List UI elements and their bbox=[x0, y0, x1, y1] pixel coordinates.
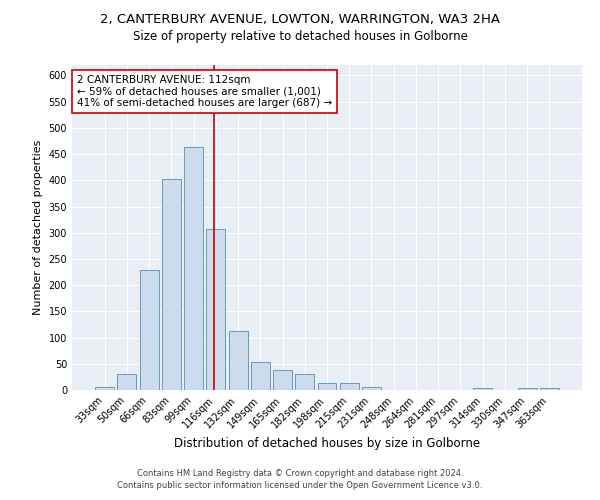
Bar bbox=[518, 388, 536, 390]
Bar bbox=[317, 382, 337, 390]
Bar bbox=[340, 383, 359, 390]
Bar bbox=[295, 374, 314, 390]
Bar bbox=[229, 332, 248, 390]
Text: Contains HM Land Registry data © Crown copyright and database right 2024.: Contains HM Land Registry data © Crown c… bbox=[137, 468, 463, 477]
Bar bbox=[162, 179, 181, 390]
Bar bbox=[473, 388, 492, 390]
X-axis label: Distribution of detached houses by size in Golborne: Distribution of detached houses by size … bbox=[174, 436, 480, 450]
Bar bbox=[140, 270, 158, 390]
Text: Size of property relative to detached houses in Golborne: Size of property relative to detached ho… bbox=[133, 30, 467, 43]
Bar bbox=[184, 148, 203, 390]
Text: 2 CANTERBURY AVENUE: 112sqm
← 59% of detached houses are smaller (1,001)
41% of : 2 CANTERBURY AVENUE: 112sqm ← 59% of det… bbox=[77, 74, 332, 108]
Bar bbox=[362, 388, 381, 390]
Bar bbox=[95, 388, 114, 390]
Bar bbox=[251, 362, 270, 390]
Bar bbox=[540, 388, 559, 390]
Text: Contains public sector information licensed under the Open Government Licence v3: Contains public sector information licen… bbox=[118, 481, 482, 490]
Y-axis label: Number of detached properties: Number of detached properties bbox=[33, 140, 43, 315]
Bar bbox=[118, 374, 136, 390]
Bar bbox=[206, 229, 225, 390]
Bar bbox=[273, 370, 292, 390]
Text: 2, CANTERBURY AVENUE, LOWTON, WARRINGTON, WA3 2HA: 2, CANTERBURY AVENUE, LOWTON, WARRINGTON… bbox=[100, 12, 500, 26]
